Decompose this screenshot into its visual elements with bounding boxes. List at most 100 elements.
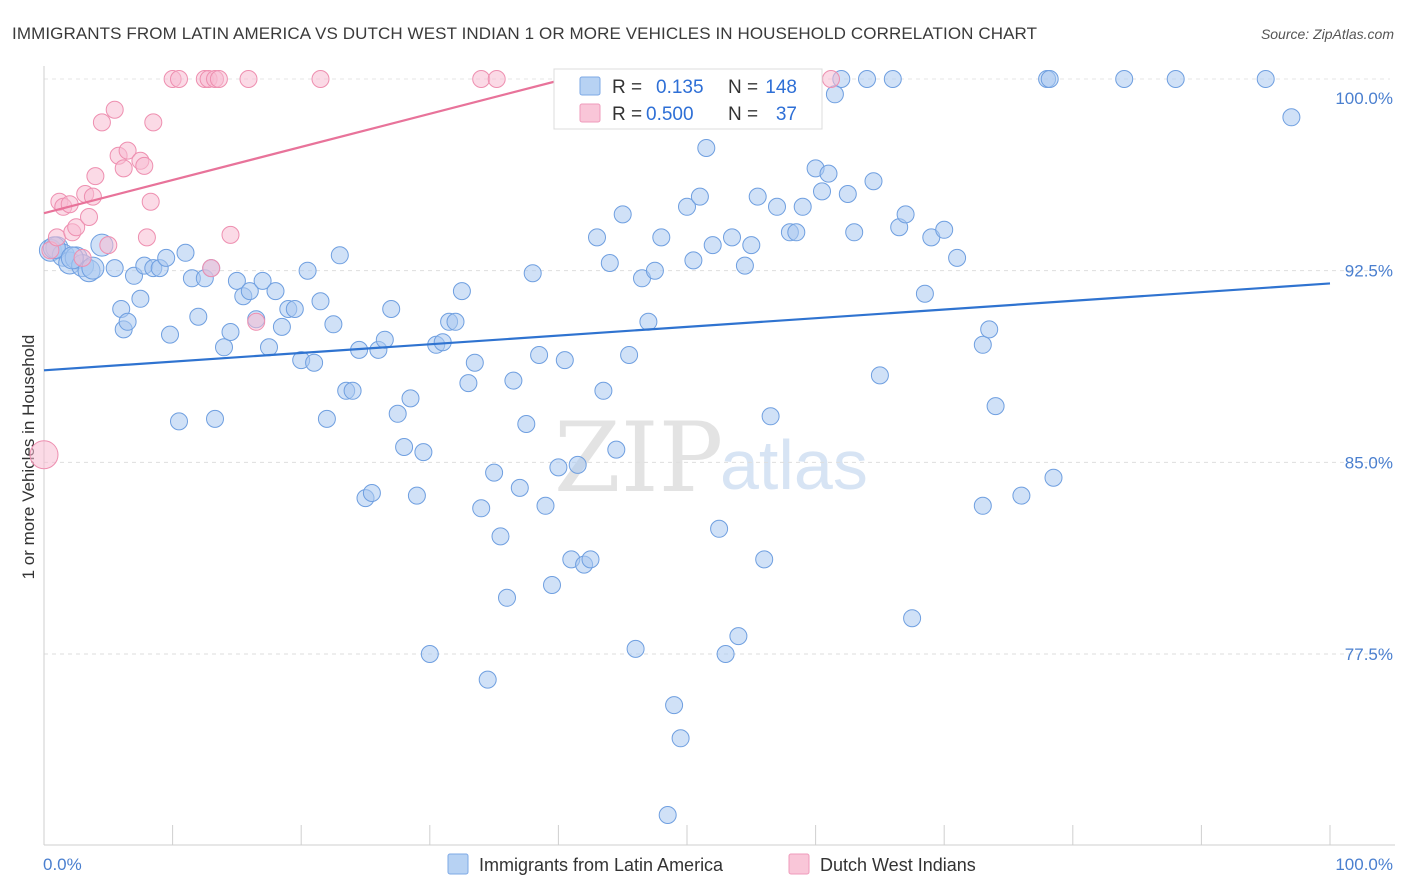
point-latin-america (285, 300, 304, 318)
point-latin-america (504, 371, 523, 390)
stats-r-label-blue: R = (612, 77, 642, 98)
point-latin-america (935, 220, 954, 239)
point-latin-america (118, 312, 137, 331)
point-latin-america (1256, 70, 1275, 88)
point-dutch-west-indians (239, 70, 258, 88)
y-tick-label: 100.0% (1335, 89, 1393, 108)
scatter-points (29, 70, 1301, 824)
y-axis-label: 1 or more Vehicles in Household (19, 335, 38, 580)
point-latin-america (459, 374, 478, 393)
point-latin-america (755, 550, 774, 569)
point-dutch-west-indians (114, 159, 133, 178)
point-latin-america (498, 588, 516, 607)
gridlines (44, 78, 1390, 655)
point-latin-america (555, 351, 574, 370)
point-latin-america (253, 271, 272, 290)
point-latin-america (761, 407, 780, 426)
point-latin-america (639, 312, 658, 331)
point-latin-america (1040, 70, 1059, 88)
point-dutch-west-indians (80, 208, 98, 226)
point-dutch-west-indians (135, 156, 154, 175)
point-latin-america (1115, 70, 1134, 88)
point-latin-america (652, 228, 671, 247)
point-latin-america (1012, 486, 1031, 505)
point-latin-america (330, 246, 349, 265)
point-latin-america (600, 254, 619, 272)
point-latin-america (645, 261, 664, 280)
point-dutch-west-indians (221, 225, 240, 244)
point-latin-america (272, 317, 291, 336)
point-latin-america (317, 409, 336, 428)
legend-swatch-latin-america (447, 853, 469, 875)
point-latin-america (395, 438, 414, 456)
point-latin-america (414, 443, 433, 462)
point-latin-america (678, 197, 696, 216)
point-latin-america (401, 389, 420, 408)
point-latin-america (620, 346, 639, 364)
y-tick-labels: 100.0% 92.5% 85.0% 77.5% (1335, 89, 1393, 664)
point-dutch-west-indians (487, 70, 506, 88)
stats-r-label-pink: R = (612, 104, 642, 125)
point-latin-america (240, 282, 259, 301)
point-latin-america (491, 527, 510, 546)
point-latin-america (697, 139, 716, 157)
point-latin-america (478, 670, 497, 689)
point-latin-america (735, 256, 754, 275)
point-latin-america (903, 609, 922, 628)
chart-source: Source: ZipAtlas.com (1261, 26, 1394, 42)
point-latin-america (716, 645, 735, 663)
trend-line-latin-america (43, 282, 1331, 372)
stats-n-label-pink: N = (728, 104, 758, 125)
point-latin-america (305, 353, 324, 372)
stats-box: R = 0.135 N = 148 R = 0.500 N = 37 (553, 68, 823, 130)
point-dutch-west-indians (202, 259, 221, 278)
point-dutch-west-indians (137, 228, 156, 247)
stats-swatch-pink (579, 103, 601, 123)
point-latin-america (523, 264, 542, 283)
point-latin-america (266, 282, 285, 301)
point-latin-america (768, 197, 786, 216)
point-latin-america (161, 325, 179, 344)
point-latin-america (472, 499, 491, 518)
point-dutch-west-indians (144, 113, 163, 132)
point-latin-america (858, 70, 876, 88)
point-latin-america (536, 496, 555, 515)
point-dutch-west-indians (73, 248, 92, 267)
point-dutch-west-indians (209, 70, 228, 88)
point-dutch-west-indians (105, 100, 124, 119)
point-dutch-west-indians (86, 167, 105, 186)
trend-lines (43, 77, 1331, 372)
point-dutch-west-indians (118, 141, 137, 160)
point-dutch-west-indians (822, 70, 840, 88)
point-latin-america (729, 627, 748, 646)
stats-n-label-blue: N = (728, 77, 758, 98)
point-latin-america (298, 261, 317, 280)
legend-label-latin-america: Immigrants from Latin America (479, 855, 724, 875)
point-dutch-west-indians (472, 70, 491, 88)
point-latin-america (227, 271, 246, 290)
point-latin-america (465, 353, 484, 372)
point-latin-america (787, 223, 806, 242)
point-latin-america (703, 236, 722, 255)
point-latin-america (793, 197, 812, 216)
point-latin-america (549, 458, 568, 477)
point-dutch-west-indians (141, 192, 160, 211)
point-latin-america (530, 346, 549, 364)
point-dutch-west-indians (92, 113, 111, 132)
point-latin-america (105, 259, 124, 278)
watermark: ZIP atlas (554, 402, 868, 514)
point-latin-america (1044, 468, 1063, 487)
point-latin-america (382, 300, 401, 318)
point-latin-america (157, 248, 176, 267)
point-latin-america (324, 315, 343, 334)
point-latin-america (1282, 108, 1301, 127)
point-latin-america (607, 440, 626, 459)
point-latin-america (375, 330, 394, 349)
point-latin-america (742, 236, 761, 255)
point-latin-america (1166, 70, 1185, 88)
point-dutch-west-indians (29, 440, 59, 470)
point-latin-america (176, 243, 195, 262)
point-latin-america (883, 70, 902, 88)
point-latin-america (568, 455, 587, 474)
